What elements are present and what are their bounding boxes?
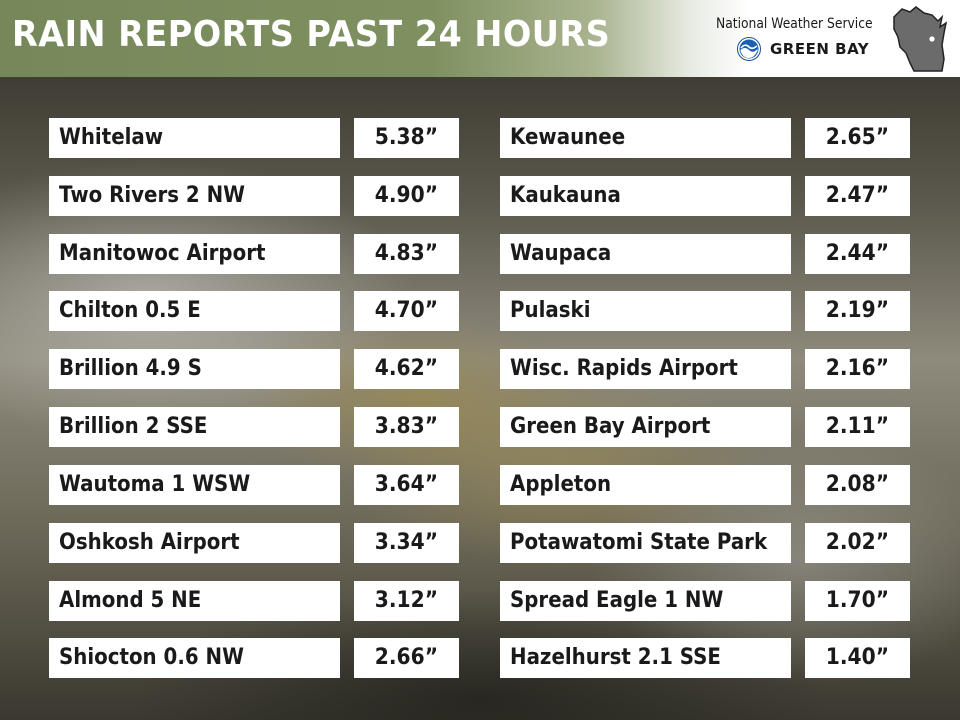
report-rainfall: 2.11” [805,407,910,447]
report-rainfall: 1.70” [805,581,910,621]
report-location: Kewaunee [500,118,791,158]
report-location: Shiocton 0.6 NW [49,638,340,678]
report-location: Manitowoc Airport [49,234,340,274]
report-rainfall: 4.83” [354,234,459,274]
report-rainfall: 3.34” [354,523,459,563]
report-rainfall: 2.66” [354,638,459,678]
report-location: Green Bay Airport [500,407,791,447]
report-location: Spread Eagle 1 NW [500,581,791,621]
report-location: Wautoma 1 WSW [49,465,340,505]
report-rainfall: 2.19” [805,291,910,331]
agency-name: National Weather Service [716,16,873,32]
report-rainfall: 2.65” [805,118,910,158]
report-location: Whitelaw [49,118,340,158]
report-rainfall: 3.12” [354,581,459,621]
report-location: Oshkosh Airport [49,523,340,563]
report-rainfall: 2.08” [805,465,910,505]
office-name: GREEN BAY [770,40,870,58]
report-location: Two Rivers 2 NW [49,176,340,216]
report-location: Brillion 2 SSE [49,407,340,447]
report-location: Almond 5 NE [49,581,340,621]
report-rainfall: 2.16” [805,349,910,389]
report-location: Appleton [500,465,791,505]
report-location: Pulaski [500,291,791,331]
page-title: RAIN REPORTS PAST 24 HOURS [12,14,611,55]
report-location: Wisc. Rapids Airport [500,349,791,389]
report-location: Hazelhurst 2.1 SSE [500,638,791,678]
report-rainfall: 4.70” [354,291,459,331]
report-rainfall: 2.02” [805,523,910,563]
header-banner: RAIN REPORTS PAST 24 HOURS National Weat… [0,0,960,77]
report-rainfall: 2.44” [805,234,910,274]
report-rainfall: 3.83” [354,407,459,447]
report-rainfall: 3.64” [354,465,459,505]
report-rainfall: 4.90” [354,176,459,216]
report-location: Kaukauna [500,176,791,216]
report-location: Potawatomi State Park [500,523,791,563]
report-rainfall: 5.38” [354,118,459,158]
report-rainfall: 1.40” [805,638,910,678]
report-location: Waupaca [500,234,791,274]
report-location: Chilton 0.5 E [49,291,340,331]
noaa-logo-icon [737,37,761,61]
report-rainfall: 2.47” [805,176,910,216]
report-location: Brillion 4.9 S [49,349,340,389]
wisconsin-map-icon [893,6,948,72]
report-rainfall: 4.62” [354,349,459,389]
